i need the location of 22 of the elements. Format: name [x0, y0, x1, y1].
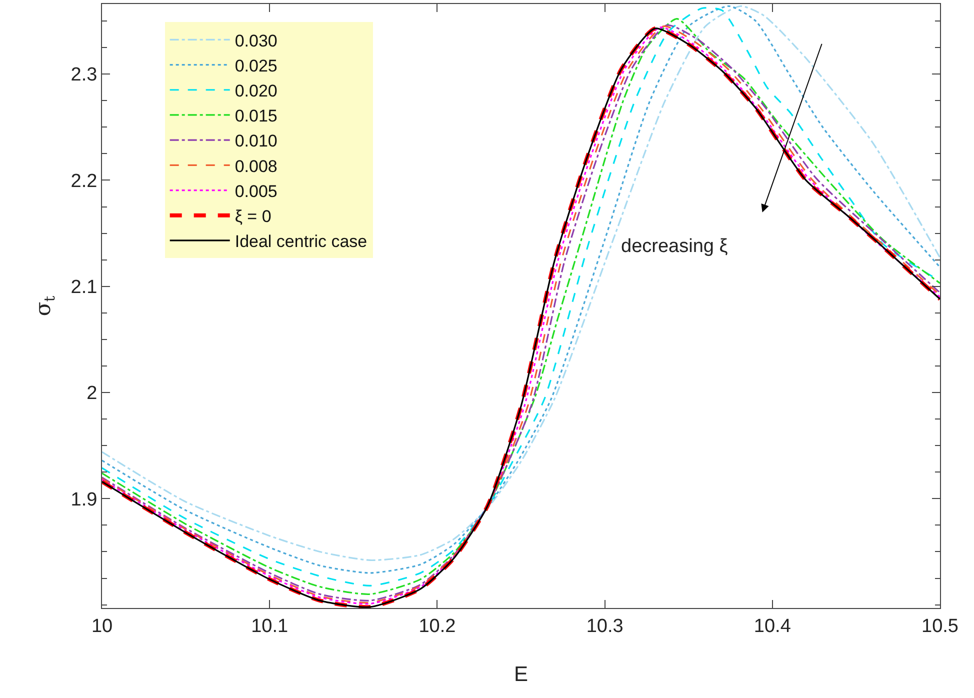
y-tick-label: 2.1 [70, 277, 98, 298]
x-tick-label: 10.2 [418, 616, 456, 637]
legend-label: 0.020 [234, 82, 278, 100]
legend-label: 0.025 [234, 56, 278, 76]
y-tick-label: 1.9 [70, 489, 98, 510]
x-tick-label: 10 [91, 616, 113, 637]
x-tick-label: 10.5 [922, 616, 958, 637]
legend-label: 0.005 [234, 182, 278, 201]
legend-label: Ideal centric case [234, 232, 368, 252]
y-tick-label: 2.3 [70, 64, 98, 86]
legend-label: 0.030 [234, 31, 278, 50]
y-tick-label: 2.2 [70, 170, 98, 192]
legend-label: 0.010 [234, 132, 278, 151]
x-axis-title: E [514, 663, 528, 686]
x-tick-label: 10.1 [251, 616, 288, 637]
legend-label: 0.008 [234, 156, 278, 176]
annotation: decreasing ξ [621, 236, 728, 257]
legend-label: 0.015 [234, 106, 278, 126]
x-tick-label: 10.4 [754, 616, 792, 637]
x-tick-label: 10.3 [586, 616, 624, 637]
y-tick-label: 2 [86, 383, 98, 404]
legend-label: ξ = 0 [234, 207, 272, 226]
